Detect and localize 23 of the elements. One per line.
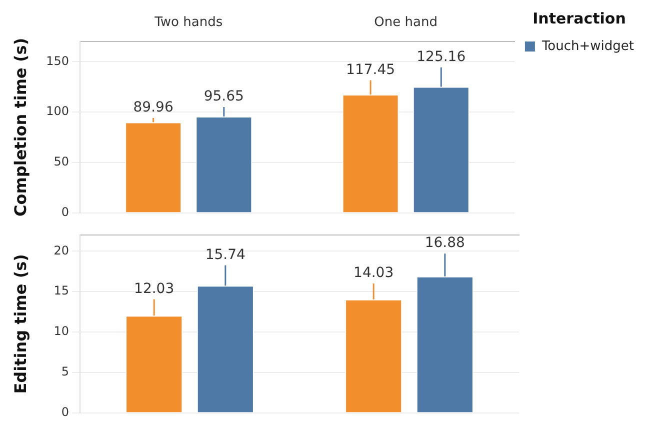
data-label: 15.74 — [205, 246, 246, 263]
y-tick-label: 20 — [54, 243, 69, 258]
data-label: 125.16 — [416, 49, 466, 66]
y-axis-title: Editing time (s) — [10, 254, 30, 394]
legend-label: Touch+widget — [540, 38, 634, 54]
y-tick-label: 0 — [61, 404, 69, 419]
x-tick-label: One hand — [374, 15, 438, 30]
y-tick-label: 150 — [46, 54, 69, 68]
data-label: 117.45 — [346, 62, 396, 78]
data-label: 12.03 — [134, 280, 174, 297]
data-label: 16.88 — [424, 235, 465, 252]
x-tick-label: Two hands — [154, 15, 223, 30]
y-tick-label: 50 — [54, 154, 69, 169]
y-tick-label: 10 — [54, 324, 69, 338]
legend-title: Interaction — [532, 9, 626, 28]
data-label: 95.65 — [204, 88, 244, 105]
y-tick-label: 5 — [61, 364, 69, 379]
y-tick-label: 100 — [46, 104, 69, 118]
y-tick-label: 0 — [61, 204, 69, 219]
y-axis-title: Completion time (s) — [10, 38, 30, 217]
data-label: 14.03 — [354, 265, 394, 282]
y-tick-label: 15 — [54, 284, 69, 298]
data-label: 89.96 — [133, 100, 174, 116]
